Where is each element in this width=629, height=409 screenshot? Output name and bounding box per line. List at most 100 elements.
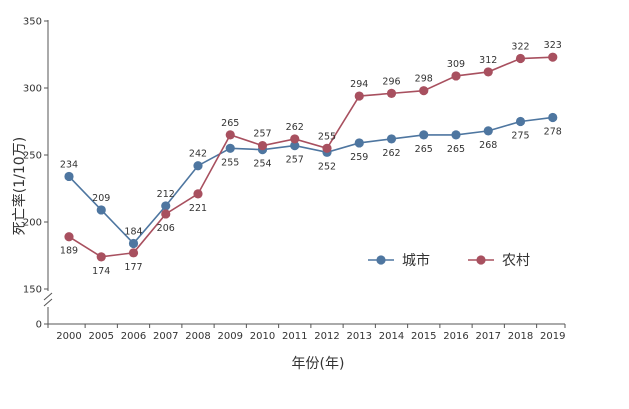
data-label: 275 <box>511 131 529 142</box>
data-label: 322 <box>511 42 529 53</box>
data-label: 184 <box>124 226 142 237</box>
series-data-labels: 234 209 184 212 242 255 254 257 252 259 262 265 265 2… <box>60 40 562 277</box>
data-point <box>96 252 106 262</box>
x-tick-label: 2015 <box>411 331 436 342</box>
data-point <box>322 143 332 153</box>
legend-label: 农村 <box>502 253 530 269</box>
x-tick-label: 2013 <box>347 331 372 342</box>
data-point <box>225 143 235 153</box>
data-point <box>225 130 235 140</box>
data-point <box>128 238 139 249</box>
data-label: 323 <box>544 40 562 51</box>
data-label: 265 <box>221 118 239 129</box>
data-label: 294 <box>350 79 368 90</box>
y-tick-label: 300 <box>23 84 42 95</box>
data-point <box>161 209 171 219</box>
legend-marker <box>376 255 386 265</box>
data-point <box>96 205 106 215</box>
legend-label: 城市 <box>402 252 430 269</box>
data-label: 278 <box>544 126 562 137</box>
x-tick-label: 2007 <box>153 331 178 342</box>
data-point <box>515 53 526 64</box>
data-label: 255 <box>318 131 336 142</box>
data-point <box>548 112 558 123</box>
data-label: 265 <box>415 144 433 155</box>
y-tick-label: 200 <box>23 218 42 229</box>
x-tick-label: 2014 <box>379 331 404 342</box>
y-axis-title: 死亡率(1/10万) <box>11 137 28 235</box>
x-axis-ticks: 2000 2005 2006 2007 2008 2009 2010 2011 2012 2013… <box>47 324 566 342</box>
x-tick-label: 2012 <box>314 331 339 342</box>
data-label: 268 <box>479 140 497 151</box>
data-label: 259 <box>350 152 368 163</box>
series-line <box>68 56 553 258</box>
data-label: 298 <box>415 74 433 85</box>
y-axis-ticks: 0 150 200 250 300 350 <box>23 17 48 331</box>
data-point <box>548 52 558 62</box>
data-label: 312 <box>479 55 497 66</box>
data-point <box>451 71 461 81</box>
data-label: 296 <box>382 76 400 87</box>
x-axis-title: 年份(年) <box>292 356 345 372</box>
x-tick-label: 2018 <box>508 331 533 342</box>
data-label: 234 <box>60 159 78 170</box>
data-point <box>386 88 397 98</box>
data-label: 255 <box>221 157 239 168</box>
data-label: 262 <box>286 122 304 133</box>
data-point <box>193 189 203 199</box>
series-lines <box>68 56 553 258</box>
y-tick-label: 350 <box>23 17 42 28</box>
x-tick-label: 2008 <box>185 331 210 342</box>
x-tick-label: 2009 <box>218 331 243 342</box>
axis-break-mark <box>43 292 53 301</box>
data-label: 174 <box>92 266 110 277</box>
data-label: 209 <box>92 193 110 204</box>
y-tick-label: 150 <box>23 285 42 296</box>
data-point <box>386 134 397 144</box>
data-label: 189 <box>60 246 78 257</box>
data-point <box>354 91 364 101</box>
legend: 城市 农村 <box>368 252 530 269</box>
data-point <box>257 141 268 151</box>
x-tick-label: 2019 <box>540 331 565 342</box>
data-point <box>161 201 171 211</box>
data-label: 242 <box>189 149 207 160</box>
x-tick-label: 2011 <box>282 331 307 342</box>
data-label: 177 <box>124 262 142 273</box>
data-point <box>290 141 300 151</box>
data-label: 254 <box>253 159 271 170</box>
data-point <box>290 134 300 144</box>
data-label: 212 <box>157 189 175 200</box>
data-label: 206 <box>157 223 175 234</box>
legend-marker <box>476 255 486 265</box>
data-label: 221 <box>189 203 207 214</box>
data-point <box>64 171 74 182</box>
x-tick-label: 2010 <box>250 331 275 342</box>
x-tick-label: 2017 <box>476 331 501 342</box>
x-tick-label: 2005 <box>89 331 114 342</box>
data-point <box>483 67 493 77</box>
data-point <box>515 116 526 127</box>
data-label: 265 <box>447 144 465 155</box>
data-label: 257 <box>286 155 304 166</box>
y-tick-label: 0 <box>36 320 42 331</box>
y-tick-label: 250 <box>23 151 42 162</box>
x-tick-label: 2000 <box>56 331 81 342</box>
series-line <box>68 116 553 245</box>
x-tick-label: 2006 <box>121 331 146 342</box>
data-point <box>451 130 461 140</box>
data-label: 257 <box>253 129 271 140</box>
data-label: 262 <box>382 148 400 159</box>
data-point <box>354 138 364 148</box>
data-label: 252 <box>318 161 336 172</box>
data-point <box>419 86 429 96</box>
data-point <box>64 232 74 242</box>
data-point <box>419 130 429 140</box>
data-point <box>128 248 139 258</box>
series-points <box>64 52 558 262</box>
x-tick-label: 2016 <box>443 331 468 342</box>
axis-break-mark <box>43 298 53 307</box>
data-point <box>193 161 203 171</box>
data-point <box>483 126 493 136</box>
